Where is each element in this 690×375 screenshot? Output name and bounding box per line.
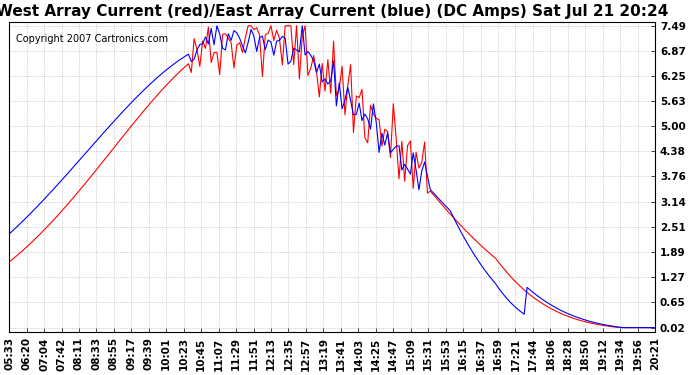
Text: Copyright 2007 Cartronics.com: Copyright 2007 Cartronics.com — [16, 34, 168, 44]
Title: West Array Current (red)/East Array Current (blue) (DC Amps) Sat Jul 21 20:24: West Array Current (red)/East Array Curr… — [0, 4, 669, 19]
